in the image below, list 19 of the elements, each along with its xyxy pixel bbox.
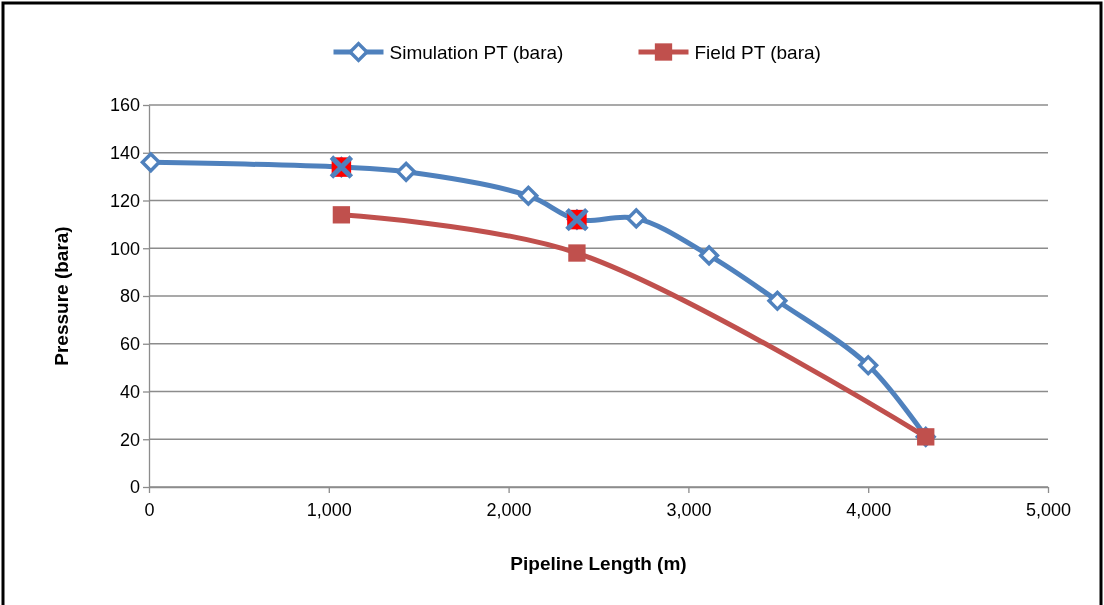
y-tick-label: 0: [129, 477, 140, 498]
y-tick-label: 40: [119, 381, 140, 402]
x-tick-label: 5,000: [1025, 499, 1072, 520]
y-tick-label: 60: [119, 334, 140, 355]
x-tick-label: 0: [144, 499, 155, 520]
y-tick-label: 120: [109, 190, 140, 211]
x-axis-title: Pipeline Length (m): [510, 553, 687, 574]
y-axis-title: Pressure (bara): [51, 226, 72, 366]
y-tick-label: 100: [109, 238, 140, 259]
x-tick-label: 1,000: [306, 499, 352, 520]
y-tick-label: 160: [109, 95, 140, 116]
x-tick-label: 2,000: [486, 499, 532, 520]
y-tick-label: 140: [109, 143, 140, 164]
y-tick-label: 20: [119, 429, 140, 450]
legend-label: Simulation PT (bara): [389, 42, 564, 63]
legend-label: Field PT (bara): [694, 42, 821, 63]
x-tick-label: 4,000: [846, 499, 892, 520]
x-tick-label: 3,000: [666, 499, 712, 520]
y-tick-label: 80: [119, 286, 140, 307]
